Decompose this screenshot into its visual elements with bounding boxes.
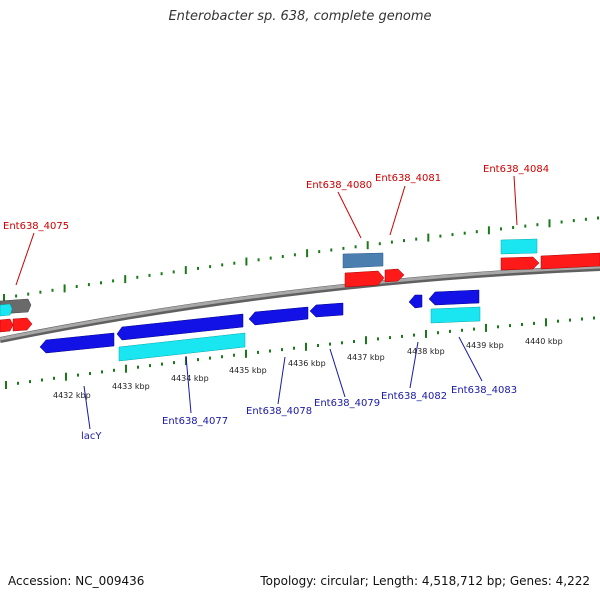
gene-feature[interactable]	[540, 252, 600, 270]
gene-feature[interactable]	[408, 294, 423, 309]
kbp-label: 4436 kbp	[288, 359, 326, 368]
kbp-label: 4433 kbp	[112, 382, 150, 391]
gene-label-forward[interactable]: Ent638_4084	[483, 164, 549, 175]
gene-label-forward[interactable]: Ent638_4075	[3, 221, 69, 232]
forward-genes	[0, 238, 600, 333]
gene-label-forward[interactable]: Ent638_4080	[306, 180, 372, 191]
gene-feature[interactable]	[39, 332, 115, 354]
reverse-tick-row	[5, 316, 595, 389]
gene-feature[interactable]	[116, 313, 244, 341]
map-title: Enterobacter sp. 638, complete genome	[168, 9, 432, 24]
topology-label: Topology: circular; Length: 4,518,712 bp…	[260, 574, 590, 588]
reverse-label-leaders	[83, 336, 483, 430]
gene-label-forward[interactable]: Ent638_4081	[375, 173, 441, 184]
accession-label: Accession: NC_009436	[8, 574, 145, 588]
gene-label-reverse[interactable]: Ent638_4078	[246, 406, 312, 417]
gene-feature[interactable]	[344, 270, 385, 288]
kbp-label: 4435 kbp	[229, 366, 267, 375]
gene-feature[interactable]	[430, 306, 481, 324]
kbp-label: 4432 kbp	[53, 391, 91, 400]
gene-feature[interactable]	[248, 306, 309, 326]
gene-label-reverse[interactable]: lacY	[81, 431, 102, 442]
gene-feature[interactable]	[0, 318, 14, 333]
genome-backbone-shadow	[0, 265, 600, 343]
reverse-genes	[39, 289, 481, 362]
kbp-label: 4439 kbp	[466, 341, 504, 350]
gene-feature[interactable]	[384, 268, 405, 283]
gene-label-reverse[interactable]: Ent638_4077	[162, 416, 228, 427]
gene-feature[interactable]	[309, 302, 344, 318]
genome-backbone	[0, 265, 600, 341]
gene-feature[interactable]	[500, 238, 538, 255]
forward-label-leaders	[15, 175, 518, 286]
forward-tick-row	[3, 216, 599, 302]
kbp-label: 4434 kbp	[171, 374, 209, 383]
gene-feature[interactable]	[0, 303, 13, 317]
gene-label-reverse[interactable]: Ent638_4082	[381, 391, 447, 402]
gene-feature[interactable]	[500, 256, 540, 271]
gene-feature[interactable]	[342, 252, 384, 269]
gene-feature[interactable]	[428, 289, 480, 306]
kbp-label: 4440 kbp	[525, 337, 563, 346]
kbp-label: 4438 kbp	[407, 347, 445, 356]
gene-feature[interactable]	[118, 332, 246, 362]
kbp-label: 4437 kbp	[347, 353, 385, 362]
gene-label-reverse[interactable]: Ent638_4079	[314, 398, 380, 409]
gene-label-reverse[interactable]: Ent638_4083	[451, 385, 517, 396]
gene-feature[interactable]	[12, 317, 33, 332]
